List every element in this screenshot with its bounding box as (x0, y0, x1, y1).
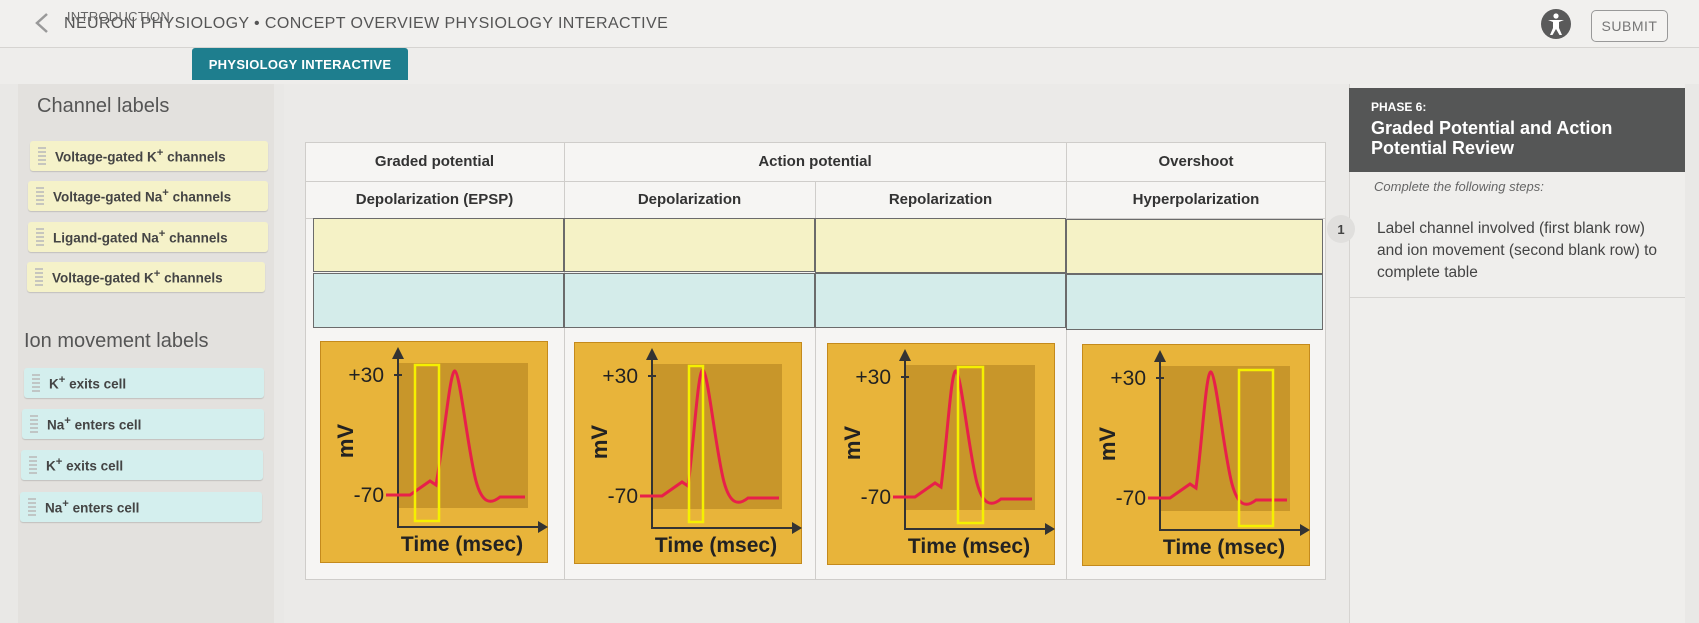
header-graded-potential: Graded potential (374, 153, 495, 170)
accessibility-icon[interactable] (1540, 8, 1572, 40)
drag-handle-icon (36, 228, 44, 246)
ion-drop-zone[interactable] (1066, 274, 1323, 330)
channel-label-chip[interactable]: Voltage-gated K+ channels (30, 141, 268, 171)
chip-text: Ligand-gated Na+ channels (53, 228, 228, 246)
ion-label-chip[interactable]: Na+ enters cell (22, 409, 264, 439)
channel-drop-zone[interactable] (564, 218, 815, 272)
graph-depolarization: +30 -70 mV Time (msec) (574, 342, 802, 564)
ion-label-chip[interactable]: K+ exits cell (21, 450, 263, 480)
drag-handle-icon (36, 187, 44, 205)
labels-panel (18, 84, 274, 623)
ion-label-chip[interactable]: K+ exits cell (24, 368, 264, 398)
ion-drop-zone[interactable] (313, 273, 564, 328)
subheader-depolarization-epsp: Depolarization (EPSP) (355, 191, 514, 208)
instructions-panel (1349, 84, 1685, 623)
top-bar: NEURON PHYSIOLOGY • CONCEPT OVERVIEW PHY… (0, 0, 1699, 48)
app-title: NEURON PHYSIOLOGY • CONCEPT OVERVIEW PHY… (64, 15, 669, 32)
phase-header: PHASE 6: Graded Potential and Action Pot… (1349, 88, 1685, 172)
y-tick-top: +30 (602, 365, 638, 388)
column-divider (1066, 142, 1067, 580)
x-axis-label: Time (msec) (401, 533, 523, 556)
step-instruction: Label channel involved (first blank row)… (1377, 220, 1658, 281)
ion-drop-zone[interactable] (564, 273, 815, 328)
phase-label: PHASE 6: (1371, 100, 1427, 114)
drag-handle-icon (32, 374, 40, 392)
tab-introduction[interactable]: INTRODUCTION (66, 8, 171, 24)
submit-button[interactable]: SUBMIT (1591, 10, 1668, 42)
channel-drop-zone[interactable] (1066, 219, 1323, 274)
step-divider (1349, 297, 1685, 298)
drag-handle-icon (38, 147, 46, 165)
subheader-repolarization: Repolarization (888, 191, 993, 208)
drag-handle-icon (29, 456, 37, 474)
chip-text: Voltage-gated Na+ channels (53, 187, 232, 205)
drag-handle-icon (28, 498, 36, 516)
header-overshoot: Overshoot (1158, 153, 1234, 170)
chip-text: Voltage-gated K+ channels (55, 147, 226, 165)
y-tick-bottom: -70 (354, 484, 384, 507)
graph-hyperpolarization: +30 -70 mV Time (msec) (1082, 344, 1310, 566)
x-axis-label: Time (msec) (1163, 536, 1285, 559)
y-tick-bottom: -70 (861, 486, 891, 509)
column-divider (815, 181, 816, 580)
y-axis-label: mV (587, 425, 612, 460)
channel-label-chip[interactable]: Ligand-gated Na+ channels (28, 222, 268, 252)
column-divider (564, 142, 565, 580)
x-axis-label: Time (msec) (908, 535, 1030, 558)
graph-depolarization-epsp: +30 -70 mV Time (msec) (320, 341, 548, 563)
drag-handle-icon (35, 268, 43, 286)
channel-drop-zone[interactable] (313, 218, 564, 272)
channel-label-chip[interactable]: Voltage-gated Na+ channels (28, 181, 268, 211)
y-tick-top: +30 (1110, 367, 1146, 390)
ion-drop-zone[interactable] (815, 273, 1066, 328)
x-axis-label: Time (msec) (655, 534, 777, 557)
y-tick-top: +30 (855, 366, 891, 389)
ion-movement-labels-title: Ion movement labels (24, 330, 209, 352)
chip-text: Na+ enters cell (47, 415, 142, 433)
chip-text: Voltage-gated K+ channels (52, 268, 223, 286)
y-tick-top: +30 (348, 364, 384, 387)
channel-drop-zone[interactable] (815, 218, 1066, 273)
ion-label-chip[interactable]: Na+ enters cell (20, 492, 262, 522)
graph-repolarization: +30 -70 mV Time (msec) (827, 343, 1055, 565)
steps-intro: Complete the following steps: (1374, 179, 1544, 194)
drag-handle-icon (30, 415, 38, 433)
header-action-potential: Action potential (758, 153, 872, 170)
tab-physiology-interactive[interactable]: PHYSIOLOGY INTERACTIVE (192, 48, 408, 80)
subheader-depolarization: Depolarization (637, 191, 742, 208)
channel-labels-title: Channel labels (37, 95, 170, 117)
chip-text: K+ exits cell (49, 374, 127, 392)
phase-title: Graded Potential and Action Potential Re… (1371, 118, 1613, 158)
subheader-hyperpolarization: Hyperpolarization (1132, 191, 1260, 208)
channel-label-chip[interactable]: Voltage-gated K+ channels (27, 262, 265, 292)
y-tick-bottom: -70 (1116, 487, 1146, 510)
back-arrow-icon[interactable] (32, 12, 54, 34)
y-tick-bottom: -70 (608, 485, 638, 508)
y-axis-label: mV (840, 426, 865, 461)
chip-text: K+ exits cell (46, 456, 124, 474)
y-axis-label: mV (333, 424, 358, 459)
chip-text: Na+ enters cell (45, 498, 140, 516)
step-number-badge: 1 (1327, 215, 1355, 243)
y-axis-label: mV (1095, 427, 1120, 462)
